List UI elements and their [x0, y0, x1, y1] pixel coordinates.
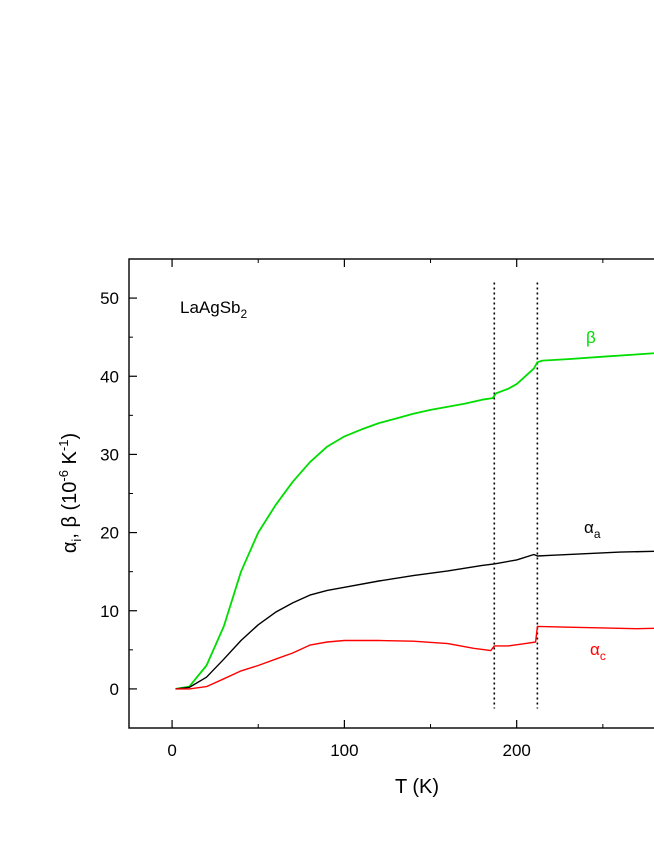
x-tick-label-200: 200 — [503, 741, 531, 760]
series-alpha-c-line — [175, 625, 654, 690]
series-label-alpha-c: αc — [590, 640, 606, 663]
series-label-beta-main: β — [586, 328, 596, 347]
y-axis-title-exponent: -6 — [56, 470, 71, 482]
y-axis-title-alpha: α — [59, 542, 81, 554]
series-label-beta: β — [586, 328, 596, 347]
y-tick-label-50: 50 — [100, 289, 119, 308]
y-tick-label-20: 20 — [100, 524, 119, 543]
series-label-alpha-c-main: α — [590, 640, 600, 659]
y-axis-title-unit-exponent: -1 — [56, 440, 71, 452]
x-tick-label-0: 0 — [167, 741, 176, 760]
series-label-alpha-a: αa — [584, 518, 601, 541]
y-axis-title-unit: K — [59, 450, 81, 470]
y-axis-title: αi, β (10-6 K-1) — [56, 433, 84, 553]
x-tick-label-100: 100 — [330, 741, 358, 760]
y-tick-label-40: 40 — [100, 367, 119, 386]
y-axis-title-beta: , β (10 — [59, 482, 81, 539]
plot-area: 010020030001020304050 — [100, 258, 654, 760]
y-tick-label-30: 30 — [100, 445, 119, 464]
compound-annotation-subscript: 2 — [241, 307, 248, 321]
y-axis-title-alpha-subscript: i — [69, 539, 84, 542]
compound-annotation: LaAgSb2 — [180, 298, 248, 321]
y-axis-title-close: ) — [59, 433, 81, 440]
series-label-alpha-c-subscript: c — [600, 649, 606, 663]
series-beta-line — [175, 352, 654, 690]
series-alpha-a-line — [175, 550, 654, 690]
y-tick-label-0: 0 — [110, 680, 119, 699]
y-tick-label-10: 10 — [100, 602, 119, 621]
series-label-alpha-a-main: α — [584, 518, 594, 537]
series-label-alpha-a-subscript: a — [594, 527, 601, 541]
plot-frame — [128, 258, 654, 729]
compound-annotation-main: LaAgSb — [180, 298, 241, 317]
x-axis-title: T (K) — [395, 776, 439, 798]
